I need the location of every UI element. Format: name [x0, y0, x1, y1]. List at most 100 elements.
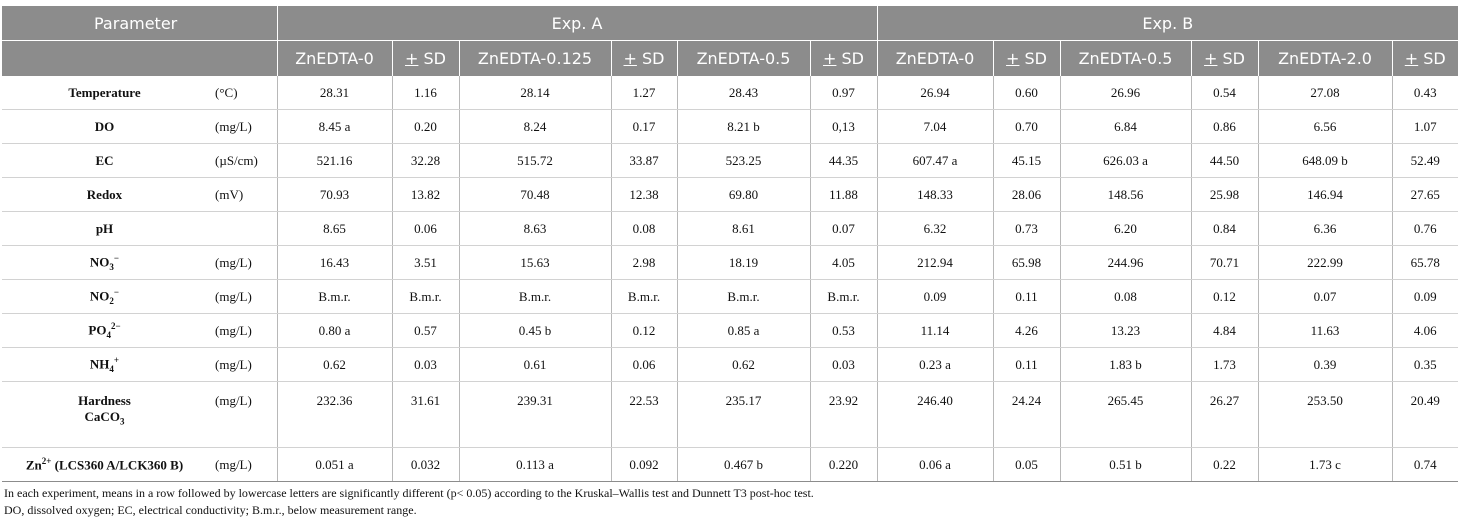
mean-cell: 70.48: [458, 177, 611, 212]
table-row: pH 8.65 0.06 8.63 0.08 8.61 0.07 6.32 0.73 6.20 0.…: [2, 211, 1459, 246]
unit: (°C): [207, 76, 277, 110]
sd-cell: 0.03: [809, 347, 878, 382]
sd-cell: 0.07: [809, 211, 878, 246]
mean-cell: 0.467 b: [676, 447, 810, 482]
sd-cell: 52.49: [1391, 143, 1459, 178]
mean-cell: 0.08: [1059, 279, 1192, 314]
mean-cell: 0.80 a: [276, 313, 392, 348]
unit: (µS/cm): [207, 143, 277, 178]
sd-cell: 24.24: [992, 381, 1061, 448]
parameter-name: Redox: [2, 177, 207, 212]
exp-a-header: Exp. A: [276, 6, 878, 41]
col-header: ZnEDTA-0: [276, 40, 392, 76]
mean-cell: 253.50: [1257, 381, 1393, 448]
sd-cell: 4.26: [992, 313, 1061, 348]
mean-cell: 222.99: [1257, 245, 1393, 280]
mean-cell: 15.63: [458, 245, 611, 280]
mean-cell: 8.61: [676, 211, 810, 246]
table-footnotes: In each experiment, means in a row follo…: [4, 485, 814, 519]
mean-cell: 27.08: [1257, 76, 1393, 110]
col-header: ZnEDTA-0.125: [458, 40, 611, 76]
sd-cell: 0.06: [391, 211, 459, 246]
mean-cell: 69.80: [676, 177, 810, 212]
sd-cell: 0.03: [391, 347, 459, 382]
unit: (mg/L): [207, 447, 277, 482]
sd-cell: 0.11: [992, 347, 1061, 382]
parameter-name: Hardness CaCO3: [2, 381, 207, 448]
sd-cell: 0,13: [809, 109, 878, 144]
sd-cell: 0.57: [391, 313, 459, 348]
parameter-name: NO2−: [2, 279, 207, 314]
mean-cell: 0.61: [458, 347, 611, 382]
sd-cell: 13.82: [391, 177, 459, 212]
mean-cell: 1.83 b: [1059, 347, 1192, 382]
mean-cell: 0.051 a: [276, 447, 392, 482]
mean-cell: 521.16: [276, 143, 392, 178]
mean-cell: 1.73 c: [1257, 447, 1393, 482]
unit: (mg/L): [207, 245, 277, 280]
sd-cell: B.m.r.: [809, 279, 878, 314]
table-row: NO2− (mg/L) B.m.r. B.m.r. B.m.r. B.m.r. B.m.r.…: [2, 279, 1459, 314]
mean-cell: 0.51 b: [1059, 447, 1192, 482]
table-row: EC (µS/cm) 521.16 32.28 515.72 33.87 523.25 44.…: [2, 143, 1459, 178]
sd-cell: 25.98: [1190, 177, 1259, 212]
sd-cell: 3.51: [391, 245, 459, 280]
exp-b-header: Exp. B: [876, 6, 1459, 41]
sd-cell: 65.98: [992, 245, 1061, 280]
col-header: ZnEDTA-0.5: [1059, 40, 1192, 76]
sd-cell: 0.12: [610, 313, 677, 348]
mean-cell: 265.45: [1059, 381, 1192, 448]
mean-cell: 6.20: [1059, 211, 1192, 246]
mean-cell: 0.45 b: [458, 313, 611, 348]
sd-cell: 0.12: [1190, 279, 1259, 314]
sd-cell: 0.11: [992, 279, 1061, 314]
mean-cell: 235.17: [676, 381, 810, 448]
parameter-name: Zn2+ (LCS360 A/LCK360 B): [2, 447, 207, 482]
table-body: Temperature (°C) 28.31 1.16 28.14 1.27 28.43 0.…: [2, 76, 1459, 482]
sd-cell: 0.74: [1391, 447, 1459, 482]
sd-cell: 0.76: [1391, 211, 1459, 246]
sd-cell: 44.50: [1190, 143, 1259, 178]
unit: (mg/L): [207, 381, 277, 448]
unit: (mg/L): [207, 313, 277, 348]
mean-cell: 6.32: [876, 211, 994, 246]
sd-cell: 1.16: [391, 76, 459, 110]
sd-cell: 0.032: [391, 447, 459, 482]
sd-cell: 0.73: [992, 211, 1061, 246]
sd-cell: 32.28: [391, 143, 459, 178]
table-row: Redox (mV) 70.93 13.82 70.48 12.38 69.80 11.88 1…: [2, 177, 1459, 212]
sd-cell: 23.92: [809, 381, 878, 448]
mean-cell: 0.09: [876, 279, 994, 314]
mean-cell: 6.84: [1059, 109, 1192, 144]
water-parameters-table: Parameter Exp. A Exp. B ZnEDTA-0 + SD Zn…: [2, 6, 1459, 482]
sd-header: + SD: [1391, 40, 1459, 76]
mean-cell: 28.43: [676, 76, 810, 110]
parameter-name: EC: [2, 143, 207, 178]
sd-header: + SD: [809, 40, 878, 76]
mean-cell: B.m.r.: [458, 279, 611, 314]
sd-cell: 0.20: [391, 109, 459, 144]
footnote: In each experiment, means in a row follo…: [4, 486, 814, 500]
parameter-header: Parameter: [2, 6, 277, 41]
parameter-name: DO: [2, 109, 207, 144]
sd-cell: 4.05: [809, 245, 878, 280]
sd-cell: 0.05: [992, 447, 1061, 482]
mean-cell: 0.113 a: [458, 447, 611, 482]
mean-cell: 6.56: [1257, 109, 1393, 144]
table-row: PO42− (mg/L) 0.80 a 0.57 0.45 b 0.12 0.85 a 0.5…: [2, 313, 1459, 348]
mean-cell: 0.07: [1257, 279, 1393, 314]
mean-cell: 8.24: [458, 109, 611, 144]
sd-cell: 0.53: [809, 313, 878, 348]
sd-cell: 0.09: [1391, 279, 1459, 314]
sd-cell: 0.35: [1391, 347, 1459, 382]
mean-cell: 232.36: [276, 381, 392, 448]
mean-cell: 28.31: [276, 76, 392, 110]
sd-cell: 0.70: [992, 109, 1061, 144]
sd-cell: 28.06: [992, 177, 1061, 212]
mean-cell: 148.56: [1059, 177, 1192, 212]
mean-cell: 11.14: [876, 313, 994, 348]
mean-cell: 607.47 a: [876, 143, 994, 178]
mean-cell: 6.36: [1257, 211, 1393, 246]
sd-cell: 0.84: [1190, 211, 1259, 246]
mean-cell: 515.72: [458, 143, 611, 178]
